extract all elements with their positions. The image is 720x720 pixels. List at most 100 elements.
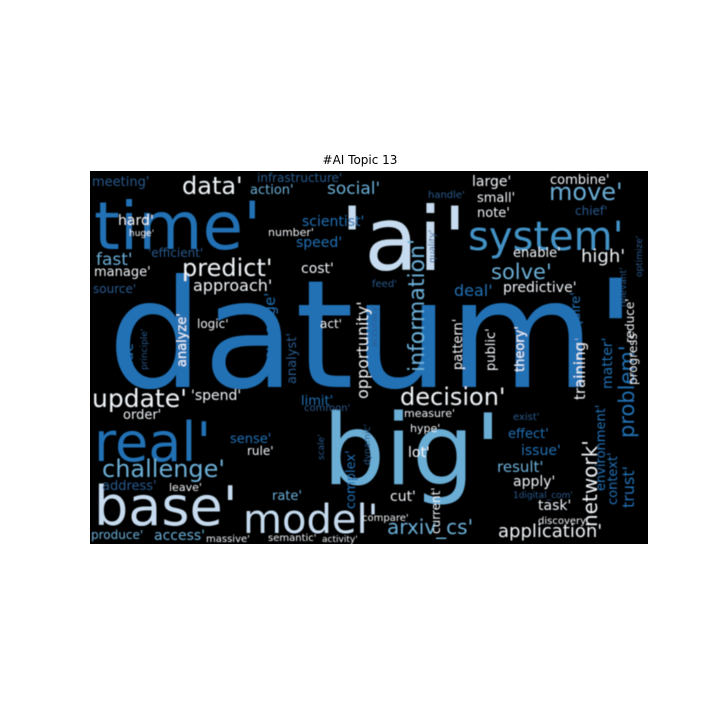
word-hype: hype'	[410, 422, 440, 435]
word-discovery: discovery'	[538, 516, 589, 527]
word-efficient: 'efficient'	[148, 246, 203, 260]
word-small: small'	[477, 191, 515, 206]
word-predictive: predictive'	[503, 280, 577, 296]
word-approach: approach'	[193, 276, 272, 295]
word-scale: scale'	[317, 434, 327, 460]
word-group: datum''ai' big' time' base'real' system' mode…	[91, 171, 645, 545]
word-sense: sense'	[230, 432, 271, 447]
word-combine: combine'	[550, 173, 609, 188]
word-handle: handle'	[428, 190, 465, 201]
word-order: order'	[123, 408, 161, 423]
word-environment: environment'	[594, 405, 609, 491]
word-knowledge: knowledge'	[261, 293, 279, 378]
word-application: application'	[498, 521, 602, 542]
word-analyst: analyst'	[285, 333, 300, 384]
word-lot: lot'	[408, 445, 430, 461]
word-action: action'	[250, 183, 294, 198]
word-information: information'	[405, 239, 430, 372]
word-principle: principle'	[140, 329, 150, 370]
word-system: system'	[468, 214, 624, 260]
word-feed: feed'	[372, 279, 397, 290]
word-arxiv-cs: arxiv_cs'	[387, 515, 473, 539]
word-analyze: analyze'	[175, 313, 190, 367]
word-task: task'	[538, 498, 571, 514]
word-access: access'	[154, 528, 205, 544]
figure-title: #AI Topic 13	[322, 153, 398, 167]
word-massive: massive'	[206, 534, 250, 545]
word-rate: rate'	[272, 489, 302, 504]
word-base: base'	[94, 475, 238, 538]
word-rule: rule'	[247, 444, 274, 458]
word-challenge: challenge'	[102, 455, 225, 483]
word-leave: leave'	[169, 481, 202, 494]
word-public: public'	[484, 328, 499, 371]
word-infrastructure: infrastructure'	[257, 171, 342, 185]
word-complex: complex'	[344, 450, 359, 509]
word-issue: issue'	[521, 443, 561, 459]
word-require: require'	[569, 292, 584, 342]
word-ai: 'ai'	[340, 188, 467, 291]
word-chief: chief'	[575, 204, 607, 218]
word-common: common'	[304, 403, 350, 414]
word-time: time'	[94, 188, 261, 265]
word-result: result'	[497, 458, 544, 476]
word-enable: enable'	[513, 246, 561, 261]
word-exist: exist'	[513, 412, 540, 423]
word-data: data'	[182, 172, 243, 200]
word-reduce: reduce'	[623, 298, 637, 343]
word-problem: problem'	[615, 345, 639, 438]
word-update: update'	[92, 384, 187, 413]
word-hard: hard'	[118, 213, 154, 229]
word-note: note'	[477, 206, 510, 221]
word-manage: manage'	[94, 265, 151, 280]
word-speed: speed'	[296, 235, 342, 251]
word-move: move'	[549, 178, 623, 206]
word-address: address'	[102, 479, 157, 494]
word-current: current'	[429, 487, 443, 534]
word-1digital-com: 1digital_com'	[513, 491, 573, 501]
word-limit: limit'	[301, 394, 333, 409]
word-relevant: relevant'	[619, 267, 629, 307]
word-apply: apply'	[513, 474, 555, 490]
word-trust: trust'	[619, 466, 638, 508]
word-scientist: scientist'	[302, 214, 364, 230]
word-cut: cut'	[390, 489, 416, 505]
word-produce: produce'	[91, 528, 143, 542]
word-datum: datum'	[108, 249, 636, 423]
word-training: training'	[571, 338, 589, 400]
word-effect: effect'	[508, 427, 549, 442]
word-network: network'	[578, 440, 602, 527]
word-fast: fast'	[96, 250, 133, 270]
word-high: high'	[581, 246, 625, 267]
word-large: large'	[472, 174, 511, 190]
word-semantic: semantic'	[268, 533, 317, 544]
word-source: source'	[93, 282, 136, 296]
word-accuracy: accuracy'	[370, 304, 380, 347]
word-logic: logic'	[197, 317, 229, 331]
word-spend: 'spend'	[191, 388, 241, 404]
word-activity: activity'	[322, 535, 358, 545]
word-compare: compare'	[362, 513, 409, 524]
word-deal: deal'	[454, 281, 493, 300]
word-big: big'	[323, 394, 502, 508]
word-measure: measure'	[404, 407, 455, 420]
cloud-background	[90, 171, 648, 544]
word-side: side'	[121, 339, 137, 372]
word-theory: theory'	[513, 326, 528, 372]
word-cost: cost'	[301, 261, 334, 277]
word-pattern: pattern'	[451, 319, 466, 370]
word-opportunity: opportunity'	[353, 301, 372, 399]
word-predict: predict'	[182, 254, 272, 282]
word-model: model'	[243, 497, 379, 543]
word-huge: huge'	[129, 229, 154, 239]
word-dynamic: dynamic'	[363, 424, 373, 465]
word-matter: matter'	[600, 338, 616, 389]
word-act: act'	[320, 317, 342, 331]
word-decision: decision'	[400, 383, 506, 411]
word-optimize: optimize'	[635, 236, 645, 277]
word-meeting: meeting'	[92, 175, 149, 190]
word-solve: solve'	[491, 260, 552, 284]
word-social: social'	[327, 179, 380, 199]
word-quality: quality'	[428, 230, 438, 263]
